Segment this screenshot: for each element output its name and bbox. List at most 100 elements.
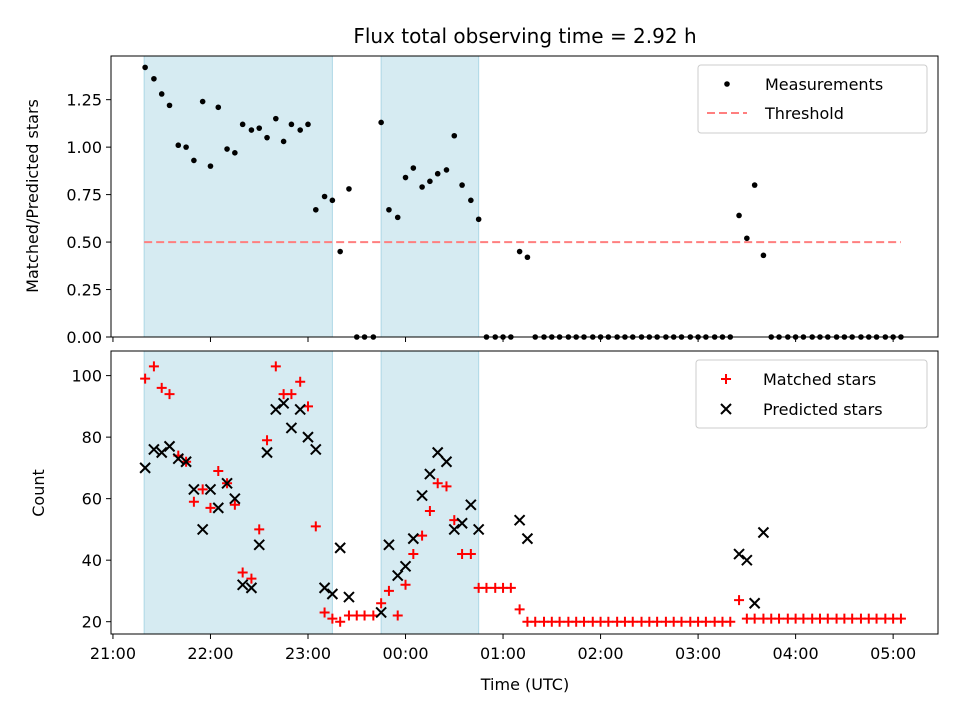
matched-star-point [417,530,428,541]
measurement-point [158,91,165,97]
matched-star-point [246,573,257,584]
matched-star-point [822,613,833,624]
measurement-point [589,334,596,340]
predicted-star-point [513,514,526,526]
predicted-star-point [465,499,477,511]
legend-marker-predicted [720,403,732,415]
measurement-point [549,334,555,340]
measurement-point [882,334,889,340]
matched-star-point [530,616,541,627]
y-tick-label: 0.25 [66,281,102,300]
predicted-star-point [326,588,339,600]
predicted-star-point [472,523,485,536]
predicted-star-point [399,560,412,573]
measurement-point [800,334,807,340]
matched-star-point [262,435,273,446]
x-tick-label: 03:00 [675,644,721,663]
predicted-star-point [318,582,331,594]
measurement-point [248,127,255,133]
shaded-interval-1 [380,55,480,338]
measurement-point [305,121,311,128]
matched-star-point [197,484,208,495]
predicted-star-point [204,483,217,496]
predicted-star-point [236,579,249,591]
measurement-point [394,214,401,221]
predicted-star-point [294,403,306,416]
measurement-point [865,334,872,340]
y-tick-label: 100 [71,367,102,386]
predicted-star-point [392,569,404,582]
x-tick-label: 04:00 [773,644,819,663]
legend-box [697,64,928,134]
measurement-point [312,206,319,213]
matched-star-point [847,613,858,624]
matched-star-point [188,496,199,507]
predicted-star-point [310,443,322,456]
measurement-point [565,334,572,340]
matched-star-point [700,616,711,627]
top-panel: 0.00 0.25 0.50 0.75 1.00 1.25 Measurements Thre… [66,55,939,347]
measurement-point [232,150,238,156]
predicted-star-point [253,539,265,551]
matched-star-point [270,361,281,372]
measurement-point [776,334,782,340]
measurement-point [516,248,523,255]
measurement-point [597,334,604,340]
bottom-y-axis-label: Count [29,469,48,517]
matched-star-point [465,549,476,560]
predicted-star-point [407,532,420,545]
y-tick-label: 1.25 [66,91,102,110]
predicted-star-point [156,446,168,459]
measurement-point [695,334,701,340]
measurement-point [711,334,718,340]
measurement-point [751,182,758,188]
measurement-point [337,248,343,255]
matched-star-point [327,613,338,624]
measurement-point [678,334,685,340]
measurement-point [532,334,539,340]
predicted-star-point [229,492,241,505]
predicted-star-point [270,403,282,416]
measurement-point [841,334,848,340]
legend-label-predicted: Predicted stars [763,400,883,419]
matched-star-point [627,616,638,627]
measurement-point [629,334,636,340]
predicted-star-point [456,517,468,529]
predicted-star-point [757,526,770,539]
measurement-point [727,334,734,340]
y-tick-label: 1.00 [66,138,102,157]
y-tick-label: 20 [82,613,102,632]
predicted-star-point [424,468,436,480]
measurement-point [434,170,441,177]
measurement-point [443,167,450,173]
measurement-point [353,334,360,340]
measurement-point [605,334,612,340]
measurement-point [622,334,628,340]
predicted-star-point [343,591,355,603]
matched-star-point [676,616,687,627]
x-tick-label: 01:00 [480,644,526,663]
matched-star-point [213,465,224,476]
matched-star-point [359,610,370,621]
matched-star-point [408,549,419,560]
predicted-star-point [163,440,176,453]
measurement-point [142,64,148,71]
predicted-star-point [741,554,753,566]
shaded-interval-0 [143,350,333,635]
measurement-point [817,334,823,340]
y-tick-label: 0.00 [66,328,102,347]
x-tick-label: 22:00 [187,644,233,663]
matched-star-point [376,598,387,609]
measurement-point [288,121,295,128]
predicted-star-point [448,523,460,536]
matched-star-point [156,382,167,393]
measurement-point [492,334,499,340]
measurement-point [508,334,514,340]
measurement-point [744,235,750,242]
predicted-star-point [733,548,745,560]
matched-star-point [774,613,785,624]
measurement-point [663,334,669,340]
measurement-point [239,121,246,128]
measurement-point [207,163,214,169]
